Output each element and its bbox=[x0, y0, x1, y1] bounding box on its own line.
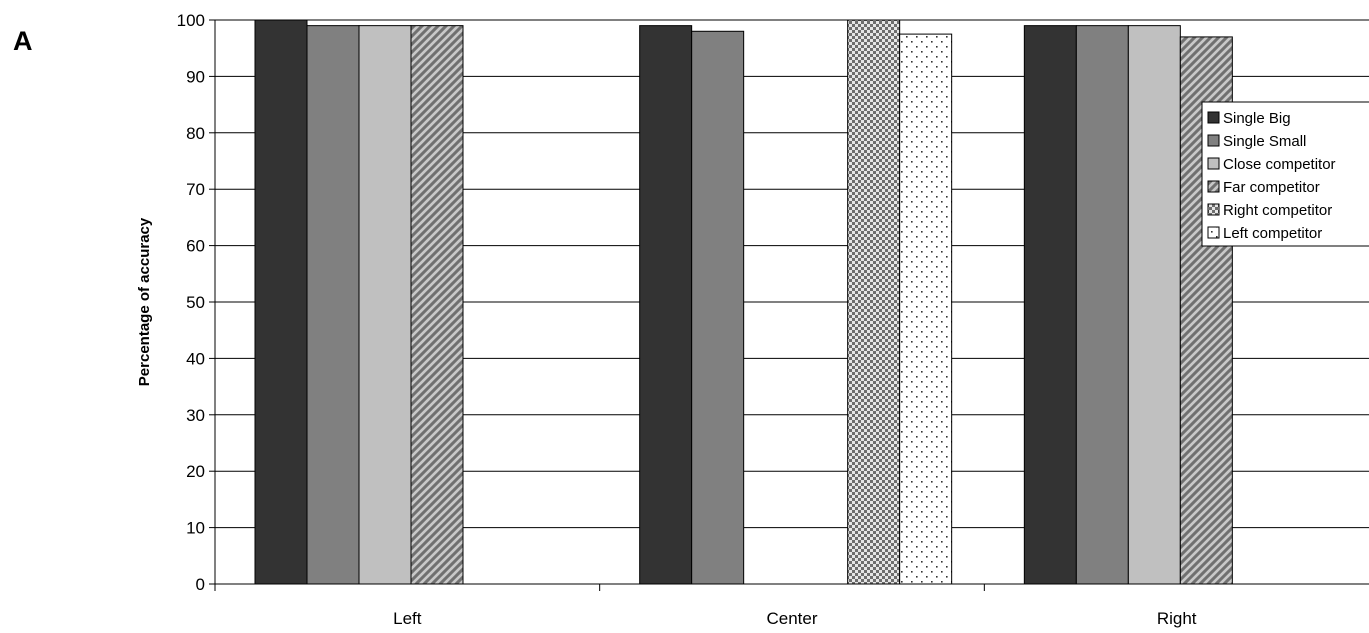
y-tick-label: 30 bbox=[186, 406, 205, 425]
bar-single-big-right bbox=[1023, 25, 1077, 585]
legend: Single Big Single Small Close competitor Fa… bbox=[1201, 101, 1369, 247]
x-category-label: Center bbox=[766, 609, 817, 628]
bar-single-small-right bbox=[1075, 25, 1129, 585]
bar-single-big-left bbox=[254, 19, 308, 585]
panel-label: A bbox=[13, 26, 33, 56]
legend-swatch bbox=[1207, 203, 1220, 216]
y-tick-label: 70 bbox=[186, 180, 205, 199]
legend-label: Close competitor bbox=[1223, 156, 1336, 173]
y-tick-label: 50 bbox=[186, 293, 205, 312]
legend-swatch bbox=[1207, 180, 1220, 193]
legend-swatch bbox=[1207, 111, 1220, 124]
tick-labels: 0 10 20 30 40 50 60 70 80 90 100 Left Center Right bbox=[177, 11, 1197, 628]
legend-label: Far competitor bbox=[1223, 179, 1320, 196]
bar-single-small-center bbox=[691, 30, 745, 585]
y-tick-label: 40 bbox=[186, 349, 205, 368]
bar-far-competitor-left bbox=[410, 25, 464, 585]
y-tick-label: 90 bbox=[186, 67, 205, 86]
legend-label: Right competitor bbox=[1223, 202, 1332, 219]
bar-close-competitor-right bbox=[1127, 25, 1181, 585]
bars bbox=[254, 19, 1233, 585]
y-tick-label: 20 bbox=[186, 462, 205, 481]
legend-box bbox=[1201, 101, 1369, 247]
bar-right-competitor-center bbox=[847, 19, 901, 585]
legend-swatch bbox=[1207, 226, 1220, 239]
y-tick-label: 60 bbox=[186, 237, 205, 256]
x-category-label: Left bbox=[393, 609, 422, 628]
y-tick-label: 0 bbox=[196, 575, 205, 594]
legend-label: Single Small bbox=[1223, 133, 1306, 150]
bar-single-big-center bbox=[639, 25, 693, 585]
y-tick-label: 10 bbox=[186, 519, 205, 538]
legend-label: Left competitor bbox=[1223, 225, 1322, 242]
axes bbox=[209, 19, 1369, 591]
bar-single-small-left bbox=[306, 25, 360, 585]
bar-close-competitor-left bbox=[358, 25, 412, 585]
bar-left-competitor-center bbox=[899, 33, 953, 585]
y-tick-label: 80 bbox=[186, 124, 205, 143]
y-tick-label: 100 bbox=[177, 11, 205, 30]
y-axis-label: Percentage of accuracy bbox=[136, 217, 153, 386]
legend-label: Single Big bbox=[1223, 110, 1291, 127]
x-category-label: Right bbox=[1157, 609, 1197, 628]
legend-swatch bbox=[1207, 157, 1220, 170]
legend-swatch bbox=[1207, 134, 1220, 147]
